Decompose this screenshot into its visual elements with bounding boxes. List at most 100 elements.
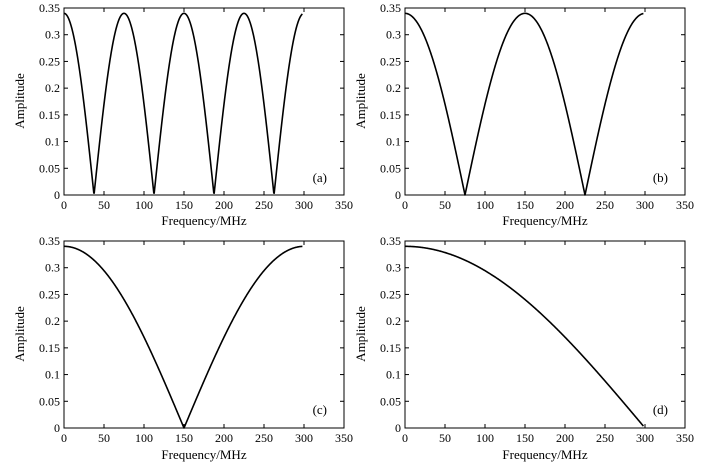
panel-a: 0 50 100 150 200 250 300 350 0 0.05 0.1 0.15 0.2 0.2… xyxy=(12,1,353,228)
panel-label: (c) xyxy=(313,402,327,417)
amplitude-curve xyxy=(63,12,303,194)
y-tick-label: 0.15 xyxy=(380,341,401,355)
plot-area-frame xyxy=(63,240,345,429)
x-tick-label: 250 xyxy=(596,198,614,212)
y-tick-label: 0 xyxy=(54,188,60,202)
amplitude-curve xyxy=(63,245,303,429)
x-tick-label: 350 xyxy=(676,431,694,445)
y-tick-label: 0.1 xyxy=(386,135,401,149)
x-tick-label: 300 xyxy=(295,198,313,212)
x-tick-label: 0 xyxy=(61,198,67,212)
y-axis-label: Amplitude xyxy=(353,73,368,129)
x-tick-label: 350 xyxy=(335,431,353,445)
x-tick-label: 300 xyxy=(636,198,654,212)
plot-area-frame xyxy=(404,240,686,429)
y-tick-label: 0.2 xyxy=(386,314,401,328)
amplitude-curve xyxy=(404,12,644,196)
x-tick-label: 100 xyxy=(476,198,494,212)
x-tick-labels: 0 50 100 150 200 250 300 350 xyxy=(61,431,353,445)
x-axis-label: Frequency/MHz xyxy=(502,213,587,228)
y-tick-label: 0.1 xyxy=(45,135,60,149)
y-tick-label: 0.05 xyxy=(39,161,60,175)
x-axis-label: Frequency/MHz xyxy=(161,213,246,228)
x-tick-label: 250 xyxy=(255,198,273,212)
y-tick-label: 0.2 xyxy=(45,81,60,95)
x-tick-label: 200 xyxy=(215,431,233,445)
y-tick-label: 0.25 xyxy=(39,54,60,68)
x-tick-label: 150 xyxy=(516,198,534,212)
y-tick-label: 0.35 xyxy=(39,234,60,248)
amplitude-curve xyxy=(404,245,645,427)
panel-label: (d) xyxy=(653,402,668,417)
y-tick-label: 0.3 xyxy=(386,261,401,275)
x-tick-label: 50 xyxy=(98,431,110,445)
panel-label: (a) xyxy=(313,170,327,185)
x-tick-label: 50 xyxy=(439,198,451,212)
tick-marks xyxy=(404,240,686,429)
x-tick-labels: 0 50 100 150 200 250 300 350 xyxy=(61,198,353,212)
x-tick-label: 50 xyxy=(439,431,451,445)
x-tick-label: 200 xyxy=(556,431,574,445)
x-tick-label: 200 xyxy=(556,198,574,212)
y-tick-labels: 0 0.05 0.1 0.15 0.2 0.25 0.3 0.35 xyxy=(380,1,401,202)
panel-c: 0 50 100 150 200 250 300 350 0 0.05 0.1 0.15 0.2 0.2… xyxy=(12,234,353,462)
y-tick-label: 0.15 xyxy=(39,108,60,122)
x-tick-label: 300 xyxy=(295,431,313,445)
x-tick-label: 150 xyxy=(516,431,534,445)
x-tick-labels: 0 50 100 150 200 250 300 350 xyxy=(402,431,694,445)
y-tick-label: 0.25 xyxy=(39,287,60,301)
plot-area-frame xyxy=(404,7,686,196)
y-tick-label: 0 xyxy=(395,188,401,202)
y-tick-label: 0.05 xyxy=(380,161,401,175)
y-tick-labels: 0 0.05 0.1 0.15 0.2 0.25 0.3 0.35 xyxy=(39,234,60,435)
y-axis-label: Amplitude xyxy=(12,306,27,362)
y-tick-label: 0.3 xyxy=(386,28,401,42)
x-axis-label: Frequency/MHz xyxy=(161,447,246,462)
x-tick-label: 150 xyxy=(175,198,193,212)
y-tick-label: 0.1 xyxy=(386,368,401,382)
x-tick-label: 0 xyxy=(61,431,67,445)
x-tick-label: 200 xyxy=(215,198,233,212)
y-tick-label: 0.25 xyxy=(380,54,401,68)
y-tick-label: 0 xyxy=(54,421,60,435)
y-tick-label: 0.2 xyxy=(45,314,60,328)
x-tick-label: 0 xyxy=(402,198,408,212)
x-tick-label: 300 xyxy=(636,431,654,445)
y-tick-label: 0.35 xyxy=(380,1,401,15)
x-axis-label: Frequency/MHz xyxy=(502,447,587,462)
x-tick-label: 100 xyxy=(476,431,494,445)
y-tick-label: 0.1 xyxy=(45,368,60,382)
tick-marks xyxy=(404,7,686,196)
x-tick-label: 250 xyxy=(255,431,273,445)
y-tick-label: 0.05 xyxy=(380,394,401,408)
y-tick-labels: 0 0.05 0.1 0.15 0.2 0.25 0.3 0.35 xyxy=(39,1,60,202)
plot-area-frame xyxy=(63,7,345,196)
y-axis-label: Amplitude xyxy=(12,73,27,129)
y-tick-label: 0.2 xyxy=(386,81,401,95)
x-tick-label: 350 xyxy=(335,198,353,212)
y-tick-label: 0.3 xyxy=(45,261,60,275)
x-tick-label: 0 xyxy=(402,431,408,445)
x-tick-label: 150 xyxy=(175,431,193,445)
tick-marks xyxy=(63,240,345,429)
y-tick-label: 0.15 xyxy=(39,341,60,355)
x-tick-label: 100 xyxy=(135,198,153,212)
y-tick-label: 0.05 xyxy=(39,394,60,408)
y-tick-label: 0.3 xyxy=(45,28,60,42)
x-tick-labels: 0 50 100 150 200 250 300 350 xyxy=(402,198,694,212)
panel-d: 0 50 100 150 200 250 300 350 0 0.05 0.1 0.15 0.2 0.2… xyxy=(353,234,694,462)
x-tick-label: 50 xyxy=(98,198,110,212)
y-tick-label: 0.35 xyxy=(39,1,60,15)
y-axis-label: Amplitude xyxy=(353,306,368,362)
x-tick-label: 250 xyxy=(596,431,614,445)
x-tick-label: 350 xyxy=(676,198,694,212)
y-tick-label: 0 xyxy=(395,421,401,435)
y-tick-labels: 0 0.05 0.1 0.15 0.2 0.25 0.3 0.35 xyxy=(380,234,401,435)
y-tick-label: 0.35 xyxy=(380,234,401,248)
y-tick-label: 0.15 xyxy=(380,108,401,122)
tick-marks xyxy=(63,7,345,196)
y-tick-label: 0.25 xyxy=(380,287,401,301)
x-tick-label: 100 xyxy=(135,431,153,445)
panel-label: (b) xyxy=(653,170,668,185)
